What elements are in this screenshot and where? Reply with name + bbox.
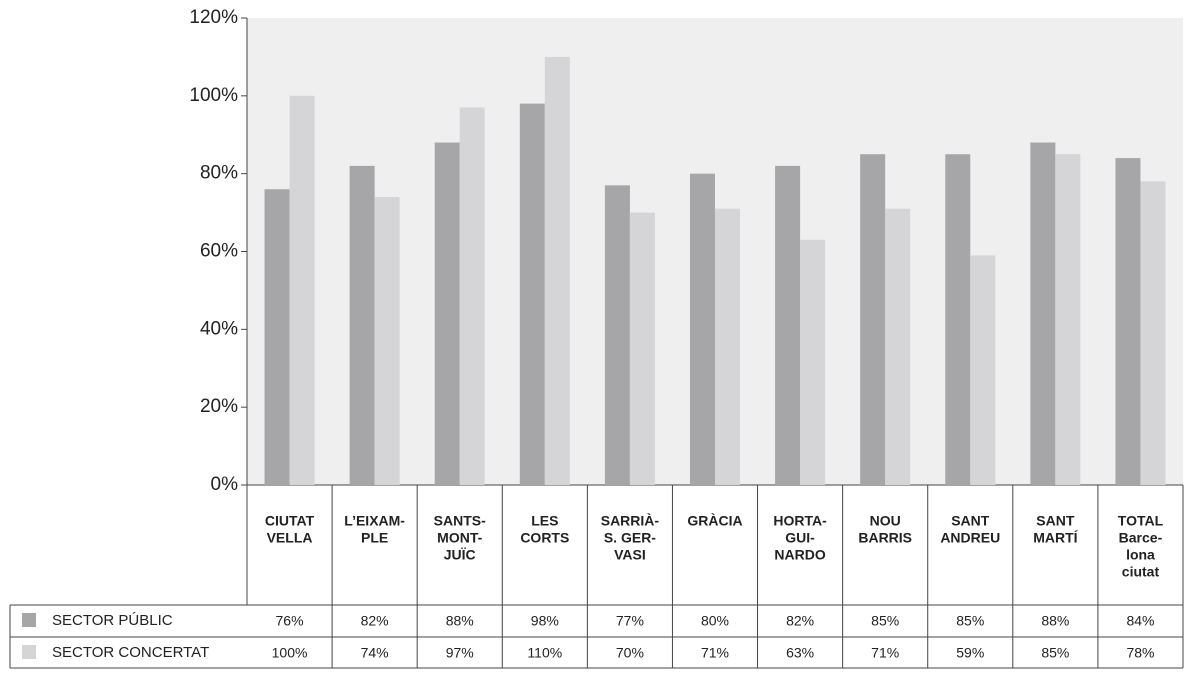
value-label: 74% [361, 645, 389, 661]
x-tick-label: ciutat [1122, 564, 1160, 580]
x-tick-label: SANT [1036, 513, 1075, 529]
value-label: 82% [786, 613, 814, 629]
bar [434, 142, 460, 486]
y-tick-label: 20% [200, 396, 238, 417]
x-tick-label: MARTÍ [1033, 530, 1078, 546]
bar [690, 173, 715, 485]
y-tick-label: 120% [189, 7, 238, 28]
x-tick-label: PLE [361, 530, 388, 546]
bar [800, 239, 826, 485]
x-tick-label: GRÀCIA [687, 513, 742, 529]
value-label: 85% [1041, 645, 1069, 661]
value-label: 82% [361, 613, 389, 629]
bar [885, 208, 911, 486]
x-tick-label: TOTAL [1118, 513, 1164, 529]
x-tick-label: Barce- [1119, 530, 1163, 546]
x-tick-label: CORTS [520, 530, 569, 546]
value-label: 84% [1126, 613, 1154, 629]
value-label: 71% [871, 645, 899, 661]
bar [715, 208, 740, 486]
value-label: 63% [786, 645, 814, 661]
bar [374, 197, 400, 485]
bar [544, 56, 570, 486]
bar [1055, 154, 1081, 486]
bar [860, 154, 886, 486]
x-tick-label: VASI [614, 547, 646, 563]
value-label: 77% [616, 613, 644, 629]
legend-label: SECTOR CONCERTAT [52, 644, 209, 661]
value-label: 98% [531, 613, 559, 629]
bar [604, 185, 630, 485]
value-label: 88% [446, 613, 474, 629]
bar [289, 95, 315, 485]
y-tick-label: 60% [200, 241, 238, 262]
value-label: 80% [701, 613, 729, 629]
value-label: 70% [616, 645, 644, 661]
value-label: 110% [527, 645, 562, 661]
bar [775, 165, 801, 485]
y-tick-label: 80% [200, 163, 238, 184]
x-tick-label: GUI- [785, 530, 815, 546]
value-label: 100% [272, 645, 308, 661]
value-label: 85% [956, 613, 984, 629]
x-tick-label: SANT [951, 513, 990, 529]
x-tick-label: LES [531, 513, 558, 529]
y-tick-label: 0% [211, 474, 239, 495]
bar [1115, 158, 1141, 485]
bar [519, 103, 545, 485]
legend-label: SECTOR PÚBLIC [52, 612, 173, 629]
value-label: 71% [701, 645, 729, 661]
x-tick-label: L’EIXAM- [344, 513, 405, 529]
value-label: 76% [276, 613, 304, 629]
x-tick-label: BARRIS [858, 530, 912, 546]
x-tick-label: SARRIÀ- [601, 513, 660, 529]
x-tick-label: SANTS- [434, 513, 486, 529]
legend-swatch [22, 613, 36, 627]
value-label: 97% [446, 645, 474, 661]
y-tick-label: 100% [189, 85, 238, 106]
legend-swatch [22, 645, 36, 659]
x-tick-label: lona [1126, 547, 1155, 563]
x-tick-label: ANDREU [940, 530, 1000, 546]
bar [264, 189, 290, 485]
value-label: 78% [1126, 645, 1154, 661]
value-label: 59% [956, 645, 984, 661]
bar [1140, 181, 1166, 485]
bar [629, 212, 655, 486]
x-tick-label: HORTA- [773, 513, 827, 529]
y-tick-label: 40% [200, 318, 238, 339]
bar [970, 255, 996, 485]
x-tick-label: JUÏC [444, 547, 476, 563]
bar [1030, 142, 1056, 486]
x-tick-label: MONT- [437, 530, 482, 546]
bar [459, 107, 485, 485]
x-tick-label: S. GER- [604, 530, 656, 546]
x-tick-label: CIUTAT [265, 513, 315, 529]
x-tick-label: NARDO [774, 547, 825, 563]
bar [945, 154, 971, 486]
value-label: 85% [871, 613, 899, 629]
x-tick-label: NOU [870, 513, 901, 529]
value-label: 88% [1041, 613, 1069, 629]
bar [349, 165, 375, 485]
x-tick-label: VELLA [267, 530, 313, 546]
